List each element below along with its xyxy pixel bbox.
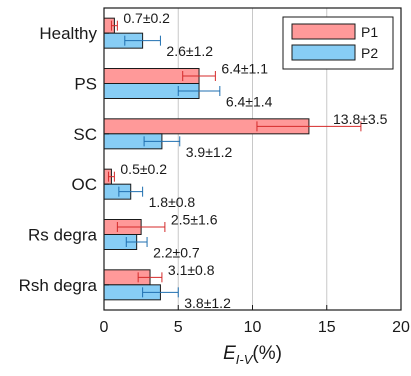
bar-layer bbox=[103, 17, 362, 301]
legend-swatch-p1 bbox=[291, 23, 356, 40]
category-label-4: Rs degra bbox=[28, 226, 98, 245]
axis-layer: 0 5 10 15 20 bbox=[100, 32, 410, 336]
data-label-p2-5: 3.8±1.2 bbox=[184, 295, 231, 311]
category-label-0: Healthy bbox=[39, 24, 97, 43]
x-axis-title: EI-V(%) bbox=[223, 343, 282, 367]
category-label-2: SC bbox=[73, 125, 97, 144]
data-label-p1-0: 0.7±0.2 bbox=[123, 10, 170, 26]
x-tick-label-20: 20 bbox=[392, 319, 410, 336]
category-label-1: PS bbox=[74, 75, 97, 94]
category-label-3: OC bbox=[72, 175, 98, 194]
data-label-p1-5: 3.1±0.8 bbox=[168, 262, 215, 278]
data-label-p2-1: 6.4±1.4 bbox=[226, 94, 273, 110]
data-label-p1-1: 6.4±1.1 bbox=[221, 61, 268, 77]
legend-swatch-p2 bbox=[291, 44, 356, 61]
legend-label-p2: P2 bbox=[361, 45, 378, 61]
x-axis-title-main: E bbox=[223, 343, 236, 364]
x-axis-title-unit: (%) bbox=[252, 343, 282, 364]
x-tick-label-10: 10 bbox=[244, 319, 262, 336]
category-label-5: Rsh degra bbox=[19, 276, 98, 295]
data-label-p1-2: 13.8±3.5 bbox=[333, 111, 388, 127]
data-label-p2-4: 2.2±0.7 bbox=[153, 245, 200, 261]
x-tick-label-5: 5 bbox=[174, 319, 183, 336]
data-label-p2-0: 2.6±1.2 bbox=[166, 43, 213, 59]
legend-label-p1: P1 bbox=[361, 24, 378, 40]
data-label-p2-3: 1.8±0.8 bbox=[149, 194, 196, 210]
x-axis-title-sub: I-V bbox=[236, 352, 254, 367]
data-label-p2-2: 3.9±1.2 bbox=[186, 144, 233, 160]
label-layer: Healthy 0.7±0.2 2.6±1.2 PS 6.4±1.1 6.4±1.4 SC 1… bbox=[19, 10, 388, 311]
legend-layer: P1 P2 bbox=[282, 16, 394, 70]
x-tick-label-15: 15 bbox=[318, 319, 336, 336]
x-tick-label-0: 0 bbox=[100, 319, 109, 336]
data-label-p1-3: 0.5±0.2 bbox=[120, 161, 167, 177]
data-label-p1-4: 2.5±1.6 bbox=[171, 212, 218, 228]
